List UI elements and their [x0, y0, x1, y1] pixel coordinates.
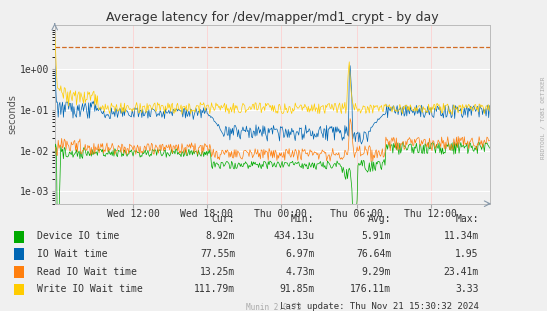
Text: Min:: Min:: [291, 214, 315, 224]
Text: Cur:: Cur:: [212, 214, 235, 224]
Text: 8.92m: 8.92m: [206, 231, 235, 241]
Text: Avg:: Avg:: [368, 214, 391, 224]
Text: 176.11m: 176.11m: [350, 284, 391, 294]
Text: Last update: Thu Nov 21 15:30:32 2024: Last update: Thu Nov 21 15:30:32 2024: [280, 302, 479, 311]
Text: 6.97m: 6.97m: [285, 249, 315, 259]
Text: IO Wait time: IO Wait time: [37, 249, 108, 259]
Text: 3.33: 3.33: [455, 284, 479, 294]
Text: 23.41m: 23.41m: [444, 267, 479, 276]
Text: 1.95: 1.95: [455, 249, 479, 259]
Text: 91.85m: 91.85m: [280, 284, 315, 294]
Text: RRDTOOL / TOBI OETIKER: RRDTOOL / TOBI OETIKER: [541, 77, 546, 160]
Y-axis label: seconds: seconds: [7, 94, 17, 134]
Text: 434.13u: 434.13u: [274, 231, 315, 241]
Text: 111.79m: 111.79m: [194, 284, 235, 294]
Text: 5.91m: 5.91m: [362, 231, 391, 241]
Text: 9.29m: 9.29m: [362, 267, 391, 276]
Text: 77.55m: 77.55m: [200, 249, 235, 259]
Text: Munin 2.0.73: Munin 2.0.73: [246, 303, 301, 311]
Text: 13.25m: 13.25m: [200, 267, 235, 276]
Text: Read IO Wait time: Read IO Wait time: [37, 267, 137, 276]
Text: Write IO Wait time: Write IO Wait time: [37, 284, 143, 294]
Text: Device IO time: Device IO time: [37, 231, 119, 241]
Text: 11.34m: 11.34m: [444, 231, 479, 241]
Text: 76.64m: 76.64m: [356, 249, 391, 259]
Text: 4.73m: 4.73m: [285, 267, 315, 276]
Title: Average latency for /dev/mapper/md1_crypt - by day: Average latency for /dev/mapper/md1_cryp…: [106, 11, 439, 24]
Text: Max:: Max:: [455, 214, 479, 224]
